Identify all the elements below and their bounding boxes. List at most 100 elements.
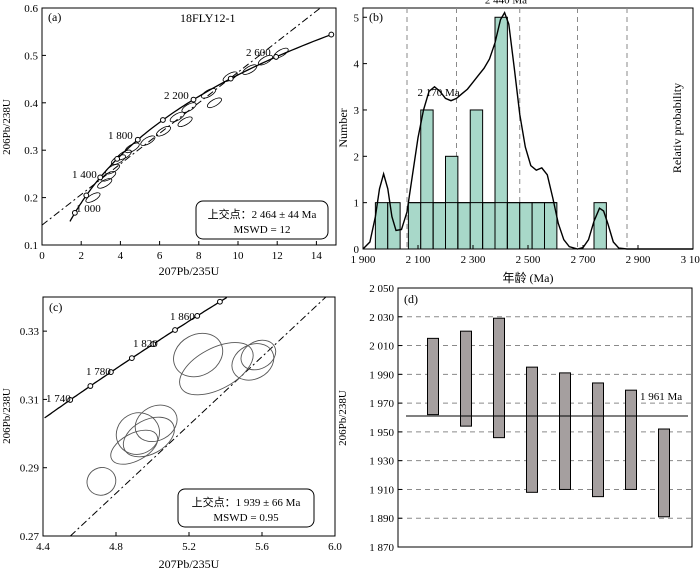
panel-a-frame <box>41 7 337 246</box>
panel-b-probability-curve <box>362 10 693 250</box>
age-marker-1600 <box>114 155 121 162</box>
panel-b-histogram: (b) 1 900 2 100 2 300 2 500 2 700 2 900 3 1 0 0 … <box>336 0 700 285</box>
histogram-bar-1 <box>374 202 389 250</box>
panel-a-x-ticks: 0 2 4 6 8 10 12 14 <box>39 241 322 262</box>
x-tick-label: 4.4 <box>36 541 50 553</box>
panel-c-ylabel: 206Pb/238U <box>1 388 13 444</box>
error-bar-6 <box>592 382 604 498</box>
age-marker-1740 <box>67 397 74 403</box>
y-tick-label: 1 970 <box>369 398 394 410</box>
ellipse-1 <box>85 192 101 203</box>
y-tick-label: 2 030 <box>369 312 394 324</box>
ellipse-2 <box>97 178 113 189</box>
histogram-bar-3 <box>407 202 422 250</box>
x-tick-label: 5.6 <box>255 541 269 553</box>
x-tick-label: 0 <box>39 250 45 262</box>
x-tick-label: 10 <box>233 250 245 262</box>
y-tick-label: 1 <box>354 198 360 210</box>
panel-a-sample-label: 18FLY12-1 <box>180 11 235 25</box>
panel-a-age-1000: 1 000 <box>76 203 101 215</box>
histogram-bar-11 <box>506 202 521 250</box>
y-tick-label: 0.1 <box>24 240 38 252</box>
error-bar-7 <box>625 389 637 490</box>
ellipse-4 <box>105 163 121 175</box>
y-tick-label: 3 <box>354 105 360 117</box>
panel-b-right-label: Relativ probability <box>670 83 684 173</box>
panel-c-y-ticks: 0.27 0.29 0.31 0.33 <box>20 326 47 543</box>
x-tick-label: 2 <box>78 250 84 262</box>
histogram-bar-8 <box>469 109 484 250</box>
y-tick-label: 4 <box>354 59 360 71</box>
y-tick-label: 1 910 <box>369 484 394 496</box>
panel-a-concordia: (a) 18FLY12-1 0 2 4 6 8 10 12 14 0.10.20.30.40.… <box>1 3 337 278</box>
age-marker-1800 <box>128 355 135 361</box>
panel-c-label: (c) <box>49 300 62 314</box>
ellipse-6 <box>173 332 224 378</box>
y-tick-label: 1 990 <box>369 369 394 381</box>
age-marker-1800 <box>134 136 141 143</box>
ellipse-8 <box>140 135 156 146</box>
probability-curve <box>362 10 693 250</box>
panel-a-ellipses <box>85 47 289 203</box>
panel-b-label: (b) <box>369 10 383 24</box>
age-marker-1820 <box>150 341 157 347</box>
error-bar-5 <box>559 372 571 490</box>
y-tick-label: 1 950 <box>369 427 394 439</box>
panel-d-y-ticks: 2 050 2 030 2 010 1 990 1 970 1 950 1 930 1 910… <box>369 283 402 554</box>
age-marker-1400 <box>97 174 104 181</box>
panel-d-weighted-mean: (d) 2 050 2 030 2 010 1 990 1 970 1 950 1 930 1… <box>337 283 693 554</box>
y-tick-label: 0.31 <box>20 394 39 406</box>
x-tick-label: 6.0 <box>328 541 342 553</box>
panel-a-info-box <box>195 200 329 240</box>
y-tick-label: 0.27 <box>20 531 40 543</box>
histogram-bar-13 <box>531 202 545 250</box>
ellipse-18 <box>206 97 222 109</box>
panel-c-concordia: (c) 4.4 4.8 5.2 5.6 6.0 0.27 0.29 0.31 0.33 1 7… <box>1 296 342 571</box>
x-tick-label: 12 <box>272 250 283 262</box>
panel-c-xlabel: 207Pb/235U <box>159 557 220 571</box>
histogram-bar-4 <box>420 109 434 250</box>
panel-a-age-2600: 2 600 <box>246 47 271 59</box>
y-tick-label: 0.33 <box>20 326 40 338</box>
panel-c-age-1820: 1 820 <box>133 338 158 350</box>
panel-a-ylabel: 206Pb/238U <box>1 99 13 155</box>
y-tick-label: 0.2 <box>24 193 38 205</box>
x-tick-label: 8 <box>196 250 202 262</box>
age-marker-1760 <box>87 383 94 389</box>
ellipse-7 <box>124 142 140 154</box>
ellipse-17 <box>177 116 193 128</box>
ellipse-4 <box>122 416 175 458</box>
ellipse-11 <box>181 102 197 113</box>
y-tick-label: 2 050 <box>369 283 394 295</box>
concordia-clipped <box>44 297 228 419</box>
panel-d-label: (d) <box>404 292 418 306</box>
panel-a-age-1400: 1 400 <box>72 169 97 181</box>
y-tick-label: 5 <box>354 12 360 24</box>
ellipse-9 <box>240 339 277 371</box>
concordia-curve <box>69 33 332 222</box>
ellipse-12 <box>201 88 217 99</box>
error-bar-1 <box>427 337 439 416</box>
histogram-bar-5 <box>432 202 446 250</box>
age-marker-2400 <box>227 75 234 82</box>
panel-d-mean-label: 1 961 Ma <box>640 391 682 403</box>
y-tick-label: 1 890 <box>369 513 394 525</box>
ellipse-5 <box>134 404 178 443</box>
age-marker-2200 <box>190 96 197 103</box>
discordia-line <box>41 7 321 226</box>
x-tick-label: 4 <box>118 250 124 262</box>
x-tick-label: 2 500 <box>516 254 541 266</box>
panel-b-y-ticks: 0 1 2 3 4 5 <box>354 12 367 256</box>
x-tick-label: 3 100 <box>681 254 700 266</box>
y-tick-label: 0.6 <box>24 3 38 15</box>
panel-b-bars <box>374 16 607 250</box>
ellipse-3 <box>115 412 160 455</box>
x-tick-label: 2 300 <box>461 254 486 266</box>
panel-c-discordia-line <box>70 296 327 537</box>
panel-c-age-1740: 1 740 <box>46 393 71 405</box>
panel-a-xlabel: 207Pb/235U <box>159 264 220 278</box>
panel-d-gridlines <box>398 316 692 519</box>
panel-c-info-box <box>177 488 315 528</box>
ellipse-1 <box>86 467 117 496</box>
panel-b-peak-labels: 2 170 Ma 2 440 Ma <box>418 0 528 99</box>
